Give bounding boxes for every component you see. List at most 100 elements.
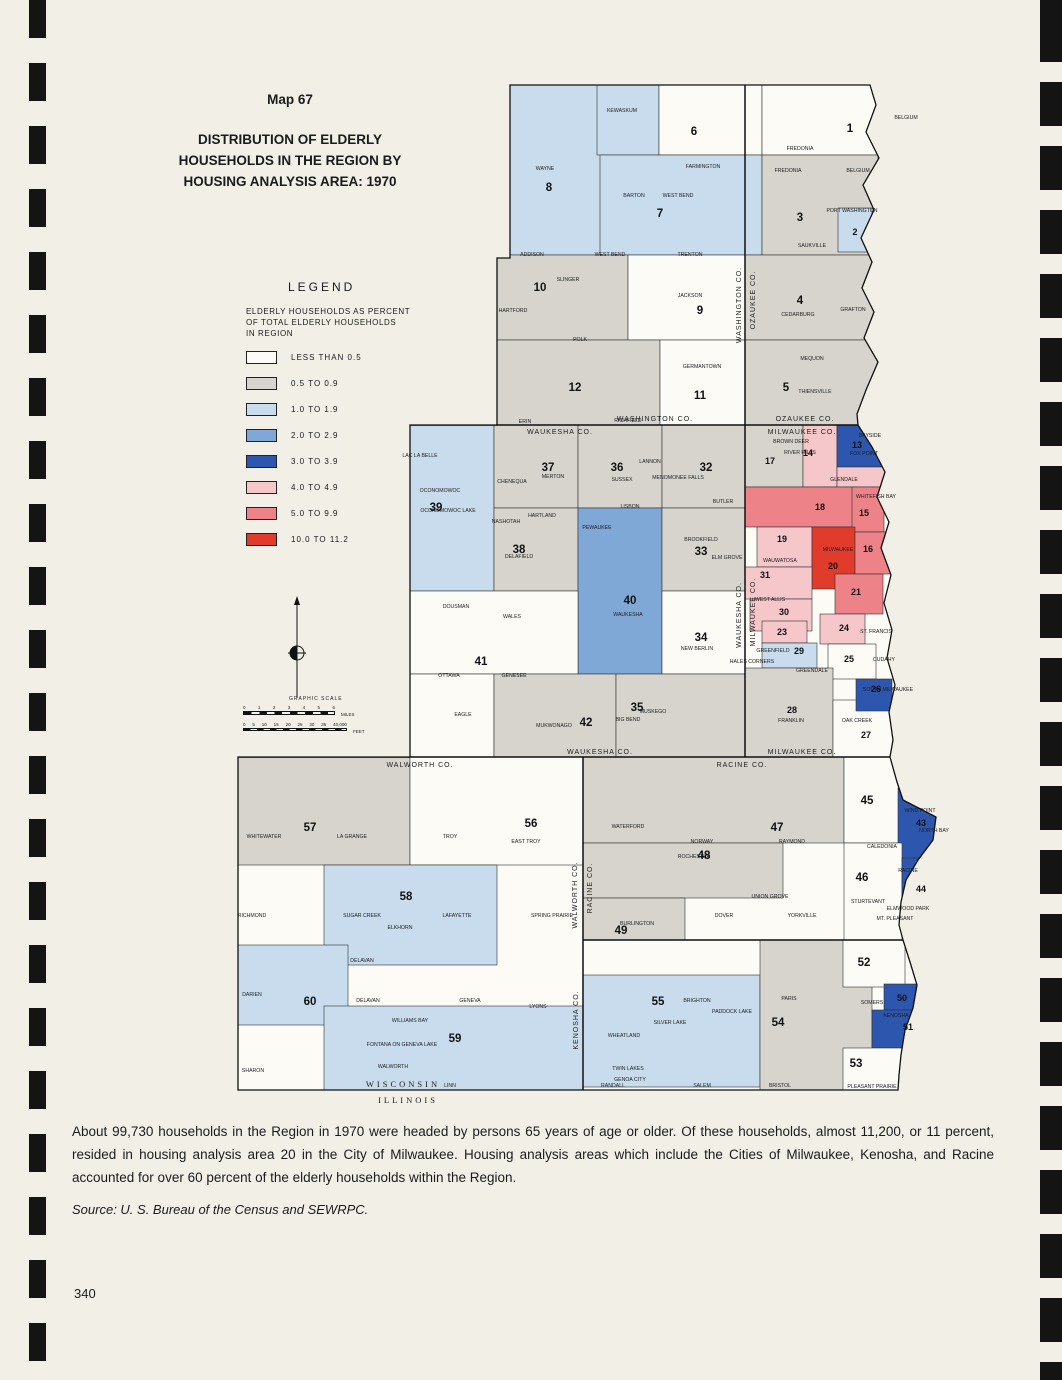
place-label: FONTANA ON GENEVA LAKE	[367, 1042, 438, 1048]
place-label: SHARON	[242, 1068, 264, 1074]
area-1	[761, 85, 879, 156]
place-label: WALWORTH	[378, 1064, 408, 1070]
legend-swatch	[246, 533, 277, 546]
area-number: 30	[779, 607, 789, 617]
place-label: LAFAYETTE	[442, 913, 472, 919]
legend-class-label: 10.0 TO 11.2	[291, 535, 349, 544]
area-11	[659, 339, 746, 426]
place-label: ELKHORN	[387, 925, 412, 931]
area-number: 27	[861, 730, 871, 740]
place-label: DOVER	[715, 913, 734, 919]
place-label: PEWAUKEE	[582, 525, 612, 531]
area-number: 13	[852, 440, 862, 450]
place-label: WAUKESHA	[613, 612, 643, 618]
area-12	[496, 339, 661, 426]
area-number: 48	[698, 850, 711, 862]
area-13	[836, 424, 893, 468]
map-number: Map 67	[267, 92, 313, 107]
place-label: MERTON	[542, 474, 565, 480]
area-number: 37	[542, 462, 555, 474]
area-number: 7	[657, 208, 663, 220]
place-label: SLINGER	[557, 277, 580, 283]
area-18	[744, 486, 858, 528]
place-label: RACINE	[898, 868, 918, 874]
place-label: GRAFTON	[840, 307, 866, 313]
place-label: DARIEN	[242, 992, 262, 998]
place-label: YORKVILLE	[788, 913, 817, 919]
area-9	[627, 254, 746, 341]
place-label: WEST BEND	[595, 252, 626, 258]
place-label: MUKWONAGO	[536, 723, 572, 729]
place-label: ROCHESTER	[678, 854, 711, 860]
legend-subtitle-line-1: ELDERLY HOUSEHOLDS AS PERCENT	[246, 307, 411, 316]
place-label: SPRING PRAIRIE	[531, 913, 574, 919]
area-number: 42	[580, 717, 593, 729]
place-label: STURTEVANT	[851, 899, 886, 905]
place-label: BURLINGTON	[620, 921, 654, 927]
scale-tick: 30	[309, 721, 315, 727]
area-46	[843, 842, 903, 941]
area-number: 36	[611, 462, 624, 474]
area-number: 44	[916, 884, 926, 894]
place-label: WHEATLAND	[608, 1033, 640, 1039]
place-label: BROOKFIELD	[684, 537, 718, 543]
area-14	[802, 424, 838, 488]
place-label: OAK CREEK	[842, 718, 873, 724]
scale-tick: 0	[243, 705, 246, 710]
county-label: KENOSHA CO.	[573, 990, 580, 1049]
place-label: BROWN DEER	[773, 439, 809, 445]
scale-tick: 40,000	[333, 721, 347, 727]
place-label: SAUKVILLE	[798, 243, 827, 249]
area-21	[834, 573, 884, 615]
area-48	[582, 842, 784, 899]
page-number: 340	[74, 1286, 96, 1301]
place-label: ELM GROVE	[712, 555, 743, 561]
area-number: 31	[760, 570, 770, 580]
legend-items: LESS THAN 0.5 0.5 TO 0.9 1.0 TO 1.9 2.0 TO …	[246, 351, 486, 546]
state-label: ILLINOIS	[378, 1095, 438, 1105]
legend: LEGEND ELDERLY HOUSEHOLDS AS PERCENT OF …	[246, 280, 486, 559]
area-number: 51	[903, 1022, 913, 1032]
scale-tick: 20	[285, 721, 291, 727]
place-label: GREENDALE	[796, 668, 829, 674]
place-label: WHITEWATER	[247, 834, 282, 840]
place-label: GERMANTOWN	[683, 364, 722, 370]
area-number: 29	[794, 646, 804, 656]
place-label: LISBON	[620, 504, 639, 510]
county-label: OZAUKEE CO.	[750, 271, 757, 330]
county-label: WALWORTH CO.	[386, 762, 453, 769]
area-25	[827, 643, 877, 680]
area-19	[756, 526, 813, 568]
place-label: LINN	[444, 1083, 456, 1089]
area-56	[409, 756, 584, 866]
area-number: 10	[534, 282, 547, 294]
place-label: KENOSHA	[883, 1013, 909, 1019]
area-38	[493, 507, 579, 592]
place-label: OTTAWA	[438, 673, 460, 679]
area-59	[323, 1005, 584, 1090]
area-6	[658, 85, 763, 156]
place-label: BUTLER	[713, 499, 734, 505]
legend-class-label: 2.0 TO 2.9	[291, 431, 339, 440]
area-number: 23	[777, 627, 787, 637]
place-label: NASHOTAH	[492, 519, 521, 525]
area-42	[493, 673, 617, 758]
place-label: EAST TROY	[511, 839, 541, 845]
north-arrow	[288, 596, 306, 698]
place-label: RIVER HILLS	[784, 450, 816, 456]
legend-class-label: 5.0 TO 9.9	[291, 509, 339, 518]
area-58	[323, 864, 498, 966]
area-number: 9	[697, 305, 703, 317]
county-label: MILWAUKEE CO.	[768, 749, 837, 756]
area-number: 60	[304, 996, 317, 1008]
area-number: 40	[624, 595, 637, 607]
legend-swatch	[246, 455, 277, 468]
place-label: CUDAHY	[873, 657, 895, 663]
place-label: RAYMOND	[779, 839, 805, 845]
place-label: WIND POINT	[904, 808, 936, 814]
scale-ruler-feet: 0 5 10 15 20 25 30 35 40,000 FEET	[243, 721, 413, 734]
place-label: DELAVAN	[350, 958, 374, 964]
legend-class-label: LESS THAN 0.5	[291, 353, 362, 362]
